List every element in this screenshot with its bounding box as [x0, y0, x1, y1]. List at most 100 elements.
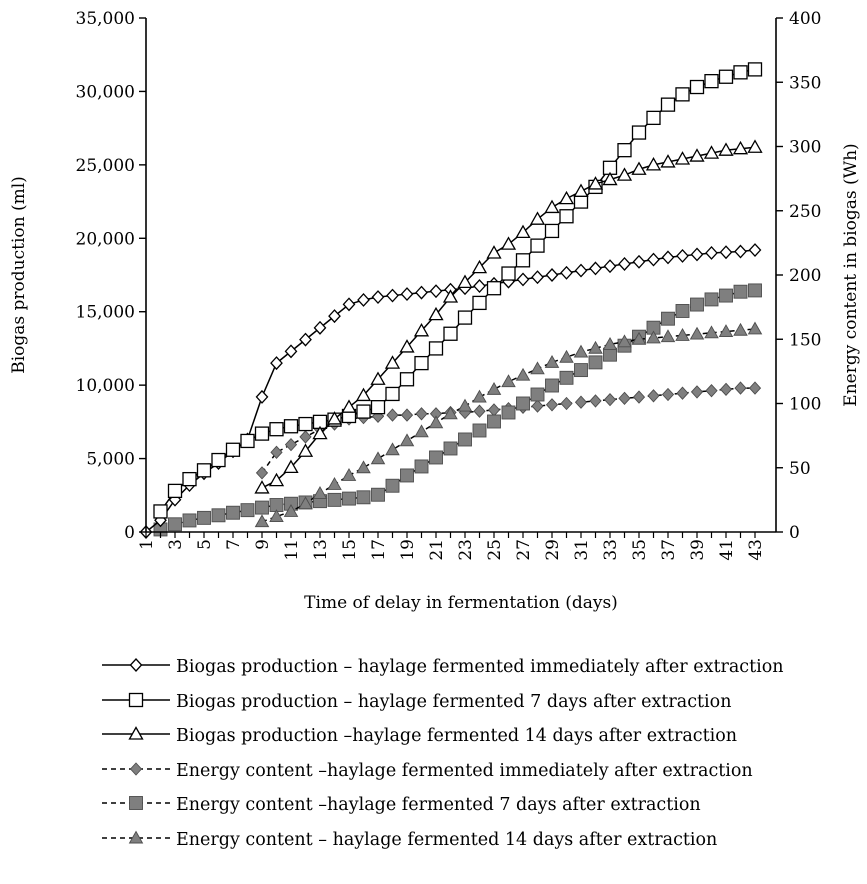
x-tick-label: 15: [340, 539, 360, 561]
data-point: [326, 411, 343, 425]
tick-labels: 0 5,000 10,000 15,000 20,000 25,000 30,000 35,0…: [76, 9, 822, 561]
data-point: [168, 517, 182, 532]
data-point: [457, 310, 473, 325]
x-tick-label: 23: [456, 539, 476, 561]
data-point: [443, 406, 458, 420]
data-point: [270, 445, 283, 459]
data-point: [531, 399, 544, 413]
data-point: [645, 157, 662, 171]
x-tick-label: 17: [369, 539, 389, 561]
data-point: [371, 487, 385, 502]
data-point: [704, 292, 719, 307]
data-point: [270, 356, 283, 371]
data-point: [269, 509, 284, 523]
data-point: [254, 480, 270, 494]
x-tick-label: 37: [659, 539, 679, 561]
axes: [139, 17, 783, 538]
data-point: [386, 288, 399, 303]
legend-marker: [129, 762, 143, 776]
x-tick-label: 5: [195, 539, 215, 550]
data-point: [545, 378, 559, 393]
data-point: [515, 224, 531, 239]
data-point: [385, 386, 400, 402]
data-point: [240, 503, 255, 518]
legend-label: Energy content –haylage fermented immedi…: [176, 760, 753, 781]
data-point: [516, 396, 530, 411]
data-point: [341, 468, 357, 481]
data-point: [254, 514, 270, 528]
data-point: [631, 161, 647, 175]
x-tick-label: 11: [282, 539, 302, 561]
data-point: [385, 442, 400, 456]
data-point: [587, 176, 604, 190]
data-point: [240, 433, 255, 449]
data-point: [703, 145, 720, 159]
data-point: [283, 419, 299, 434]
x-tick-label: 41: [717, 539, 737, 561]
data-point: [573, 344, 589, 358]
data-point: [719, 288, 733, 303]
data-point: [718, 324, 734, 337]
data-point: [283, 504, 299, 517]
legend-marker: [129, 658, 143, 672]
data-point: [515, 367, 531, 381]
data-point: [603, 392, 617, 407]
data-point: [342, 491, 356, 506]
data-point: [384, 355, 401, 369]
data-point: [472, 389, 487, 403]
data-point: [558, 190, 575, 205]
y-tick-label-right: 150: [789, 330, 821, 350]
data-point: [675, 87, 690, 102]
data-point: [269, 422, 284, 437]
data-point: [588, 340, 603, 354]
data-point: [516, 272, 530, 287]
legend-marker: [128, 726, 144, 740]
series-line: [261, 387, 755, 474]
data-point: [617, 334, 632, 348]
data-point: [400, 287, 414, 302]
data-point: [486, 245, 502, 259]
data-point: [443, 441, 458, 456]
series-2: [153, 62, 763, 519]
data-point: [632, 254, 646, 269]
data-point: [414, 459, 429, 474]
data-point: [385, 478, 400, 493]
data-point: [718, 142, 734, 156]
data-point: [355, 387, 372, 402]
data-point: [747, 62, 763, 77]
data-point: [283, 459, 299, 474]
legend-label: Biogas production – haylage fermented 7 …: [176, 691, 732, 712]
series-group: [139, 62, 763, 539]
y-tick-label-left: 5,000: [86, 450, 135, 470]
data-point: [370, 371, 386, 385]
data-point: [618, 391, 631, 406]
data-point: [211, 452, 226, 468]
data-point: [719, 245, 733, 260]
y-tick-label-right: 400: [789, 9, 821, 29]
data-point: [719, 382, 733, 397]
data-point: [646, 330, 661, 344]
data-point: [531, 270, 544, 285]
data-point: [544, 354, 560, 368]
legend-item: Biogas production – haylage fermented 7 …: [100, 687, 867, 722]
data-point: [530, 238, 545, 253]
x-tick-label: 43: [746, 539, 766, 561]
x-tick-label: 21: [427, 539, 447, 561]
data-point: [414, 424, 429, 438]
data-point: [661, 311, 675, 326]
data-point: [705, 383, 718, 398]
data-point: [501, 374, 516, 388]
data-point: [328, 309, 341, 324]
y-tick-label-right: 100: [789, 395, 821, 415]
x-tick-label: 9: [253, 539, 273, 550]
data-point: [676, 248, 689, 263]
data-point: [544, 199, 560, 214]
y-tick-label-right: 300: [789, 138, 821, 158]
data-point: [704, 325, 719, 339]
data-point: [399, 433, 415, 447]
data-point: [559, 209, 574, 224]
data-point: [675, 327, 690, 341]
data-point: [356, 404, 371, 419]
data-point: [414, 355, 429, 371]
legend-label: Biogas production – haylage fermented im…: [176, 657, 784, 677]
